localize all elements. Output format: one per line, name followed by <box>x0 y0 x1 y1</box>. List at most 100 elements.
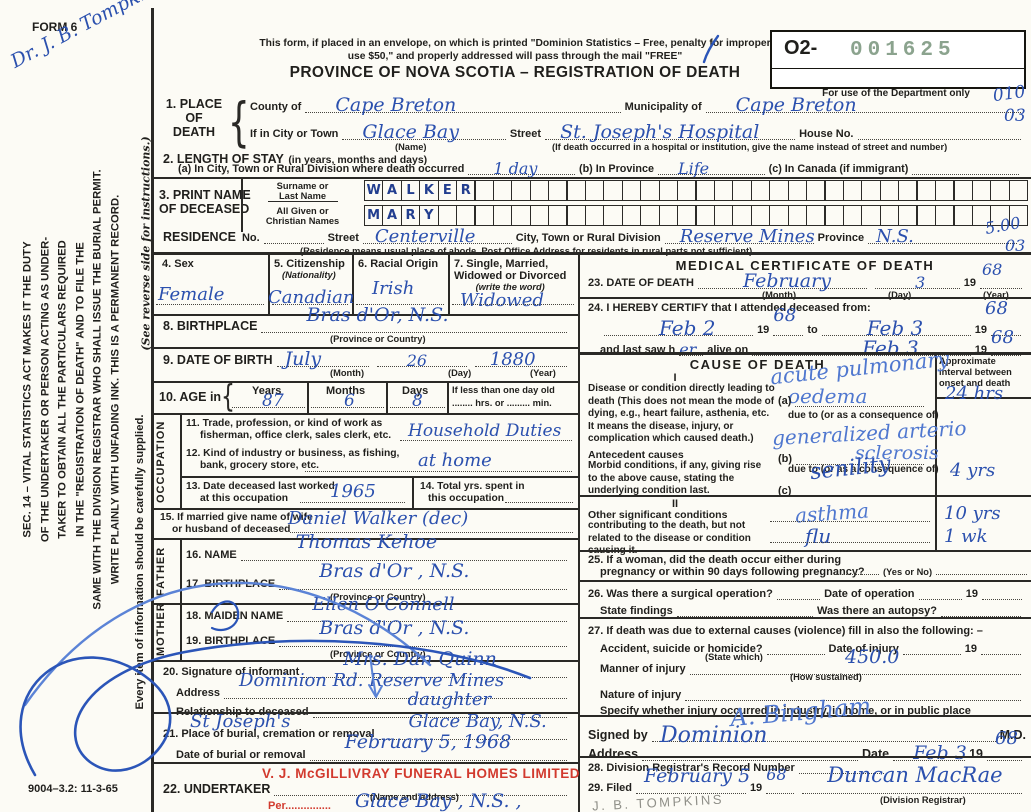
divider <box>151 347 580 349</box>
s1-county-row: County of Cape Breton Municipality of Ca… <box>250 96 1025 115</box>
letter-cell <box>713 205 734 226</box>
s7-value: Widowed <box>460 290 544 311</box>
letter-cell <box>548 205 568 226</box>
name-hint: (Name) <box>395 142 427 152</box>
letter-cell <box>898 205 918 226</box>
letter-cell <box>953 180 973 201</box>
s26-findings-label: State findings <box>600 605 673 617</box>
letter-cell <box>990 180 1010 201</box>
s13-value: 1965 <box>330 481 376 502</box>
dotted-line <box>452 304 574 305</box>
s10-years: 87 <box>262 391 284 411</box>
letter-cell <box>713 180 734 201</box>
letter-cell <box>695 180 716 201</box>
s29-filed-line: February 5 <box>636 767 750 794</box>
s16-line: Thomas Kehoe <box>240 533 567 561</box>
s17-line: Bras d'Or , N.S. <box>279 562 567 590</box>
serial-box-divider <box>772 68 1024 69</box>
s23-label: 23. DATE OF DEATH <box>588 277 694 289</box>
s9-month: July <box>284 348 322 370</box>
s15-label2: or husband of deceased <box>172 524 291 535</box>
letter-cell <box>805 180 826 201</box>
form-code: 9004–3.2: 11-3-65 <box>28 783 118 795</box>
letter-cell <box>676 180 697 201</box>
s2a-label: (a) In City, Town or Rural Division wher… <box>178 163 465 175</box>
divider <box>580 352 1031 355</box>
residence-hint: (Residence means usual place of abode. P… <box>300 246 753 256</box>
dotted-line <box>232 407 305 408</box>
s27-manner-label: Manner of injury <box>600 663 686 675</box>
s9-row: 9. DATE OF BIRTH July 26 1880 <box>163 348 571 370</box>
s27-specify-label: Specify whether injury occurred in indus… <box>600 705 971 717</box>
letter-cell: W <box>363 180 384 201</box>
residence-province-value: N.S. <box>876 226 914 247</box>
cause-dueto-a: due to (or as a consequence of) <box>788 410 939 421</box>
dotted-line <box>356 304 444 305</box>
cause-roman2: II <box>671 498 679 510</box>
s26-autopsy-label: Was there an autopsy? <box>816 605 937 617</box>
s27-specify-row: Specify whether injury occurred in indus… <box>600 704 1025 717</box>
cause-a-value2: oedema <box>788 384 868 408</box>
s27-dateinj-line <box>902 642 961 655</box>
every-item-note: Every item of information should be care… <box>134 414 146 710</box>
divider <box>580 617 1031 619</box>
s11-label1: 11. Trade, profession, or kind of work a… <box>186 418 383 429</box>
letter-cell: Y <box>419 205 439 226</box>
residence-row: RESIDENCE No. Street Centerville City, T… <box>163 226 1021 247</box>
s10-months: 6 <box>344 391 355 411</box>
divider <box>241 177 243 232</box>
s23-19: 19 <box>963 277 976 289</box>
s23-year-line: 68 <box>980 262 1022 289</box>
s10-days-header: Days <box>402 385 429 397</box>
divider <box>580 550 1031 552</box>
letter-cell <box>640 205 660 226</box>
s23-row: 23. DATE OF DEATH February 3 19 68 <box>588 262 1026 292</box>
s15-value: Daniel Walker (dec) <box>288 508 469 529</box>
s2c-line <box>912 162 1019 175</box>
letter-cell: E <box>437 180 458 201</box>
s2-title: 2. LENGTH OF STAY (in years, months and … <box>163 152 428 166</box>
divider <box>180 538 182 603</box>
s23-day: 3 <box>915 273 926 292</box>
s12-label2: bank, grocery store, etc. <box>200 460 320 471</box>
s25-hint: (Yes or No) <box>880 567 936 577</box>
cause-b-interval: 4 yrs <box>950 460 996 481</box>
divider <box>151 413 580 415</box>
letter-cell <box>437 205 458 226</box>
divider <box>151 762 580 764</box>
s22-value: Glace Bay , N.S. , <box>355 790 522 812</box>
occupation-strip-label: OCCUPATION <box>155 420 167 504</box>
letter-cell <box>879 180 900 201</box>
s19-row: 19. BIRTHPLACE Bras d'Or , N.S. <box>186 619 571 647</box>
s26-op-label: 26. Was there a surgical operation? <box>588 588 773 600</box>
residence-city-label: City, Town or Rural Division <box>515 232 661 244</box>
s2-row: (a) In City, Town or Rural Division wher… <box>178 161 1023 177</box>
divider <box>412 476 414 508</box>
s8-hint: (Province or Country) <box>330 334 426 344</box>
divider <box>180 603 182 660</box>
s8-line: Bras d'Or, N.S. <box>261 306 567 333</box>
margin-signature: Dr. J. B. Tompkins <box>7 0 169 73</box>
s14-label2: this occupation <box>428 493 505 504</box>
s23-month-line: February <box>697 272 868 291</box>
letter-cell: A <box>382 180 402 201</box>
md-label: M.D. <box>999 728 1026 742</box>
other-interval2: 1 wk <box>944 526 988 547</box>
letter-cell <box>769 205 789 226</box>
s20-addr-label: Address <box>176 687 221 699</box>
s26-dateop-line <box>918 587 962 600</box>
s29-registrar: Duncan MacRae <box>827 763 1003 787</box>
letter-cell <box>861 180 881 201</box>
letter-cell: R <box>400 205 421 226</box>
s9-year: 1880 <box>489 349 536 370</box>
s24-from-line: Feb 2 <box>604 318 754 338</box>
s18-label: 18. MAIDEN NAME <box>186 610 284 622</box>
s2b-line: Life <box>657 161 765 177</box>
s11-value: Household Duties <box>408 421 562 441</box>
s25-line2: pregnancy or within 90 days following pr… <box>600 566 865 578</box>
date-hw: Feb 3 <box>913 742 967 764</box>
s29-hint: (Division Registrar) <box>880 795 966 805</box>
county-label: County of <box>250 101 302 113</box>
s24-to-line: Feb 3 <box>821 318 971 338</box>
divider <box>151 314 580 316</box>
